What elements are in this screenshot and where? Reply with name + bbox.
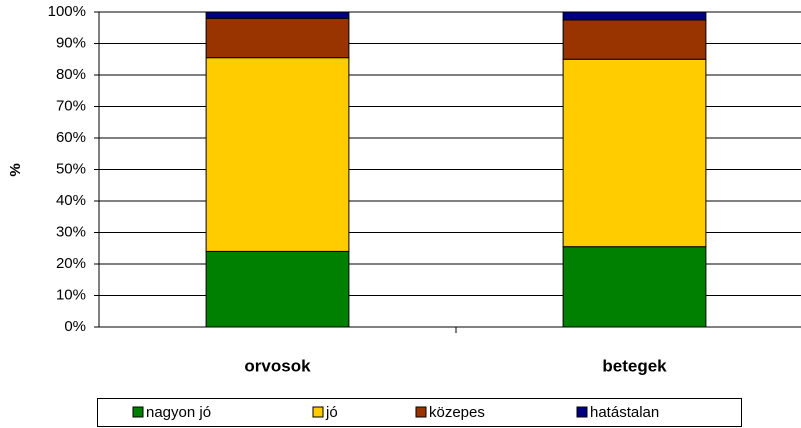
y-tick-label: 60% [56, 129, 86, 146]
y-tick-label: 0% [64, 318, 86, 335]
bar-segment [562, 58, 707, 248]
x-tick-label: betegek [602, 356, 667, 375]
legend-swatch [576, 406, 588, 418]
y-axis-label: % [7, 163, 24, 176]
legend-label: közepes [429, 404, 485, 421]
legend-swatch [132, 406, 144, 418]
bar-segment [562, 19, 707, 60]
y-tick-label: 50% [56, 160, 86, 177]
y-tick-label: 80% [56, 66, 86, 83]
y-tick-label: 100% [48, 3, 86, 20]
bar-segment [562, 246, 707, 328]
bar-segment [205, 17, 350, 59]
legend-label: hatástalan [590, 404, 659, 421]
bar-segment [205, 11, 350, 19]
legend-label: jó [325, 404, 338, 421]
y-tick-label: 90% [56, 34, 86, 51]
y-tick-label: 30% [56, 223, 86, 240]
x-tick-label: orvosok [244, 356, 311, 375]
y-tick-label: 20% [56, 255, 86, 272]
y-tick-label: 10% [56, 286, 86, 303]
legend-swatch [415, 406, 427, 418]
y-tick-label: 40% [56, 192, 86, 209]
legend-swatch [312, 406, 324, 418]
legend-label: nagyon jó [146, 404, 211, 421]
bar-segment [205, 250, 350, 328]
bar-segment [205, 57, 350, 252]
bar-segment [562, 11, 707, 21]
y-tick-label: 70% [56, 97, 86, 114]
